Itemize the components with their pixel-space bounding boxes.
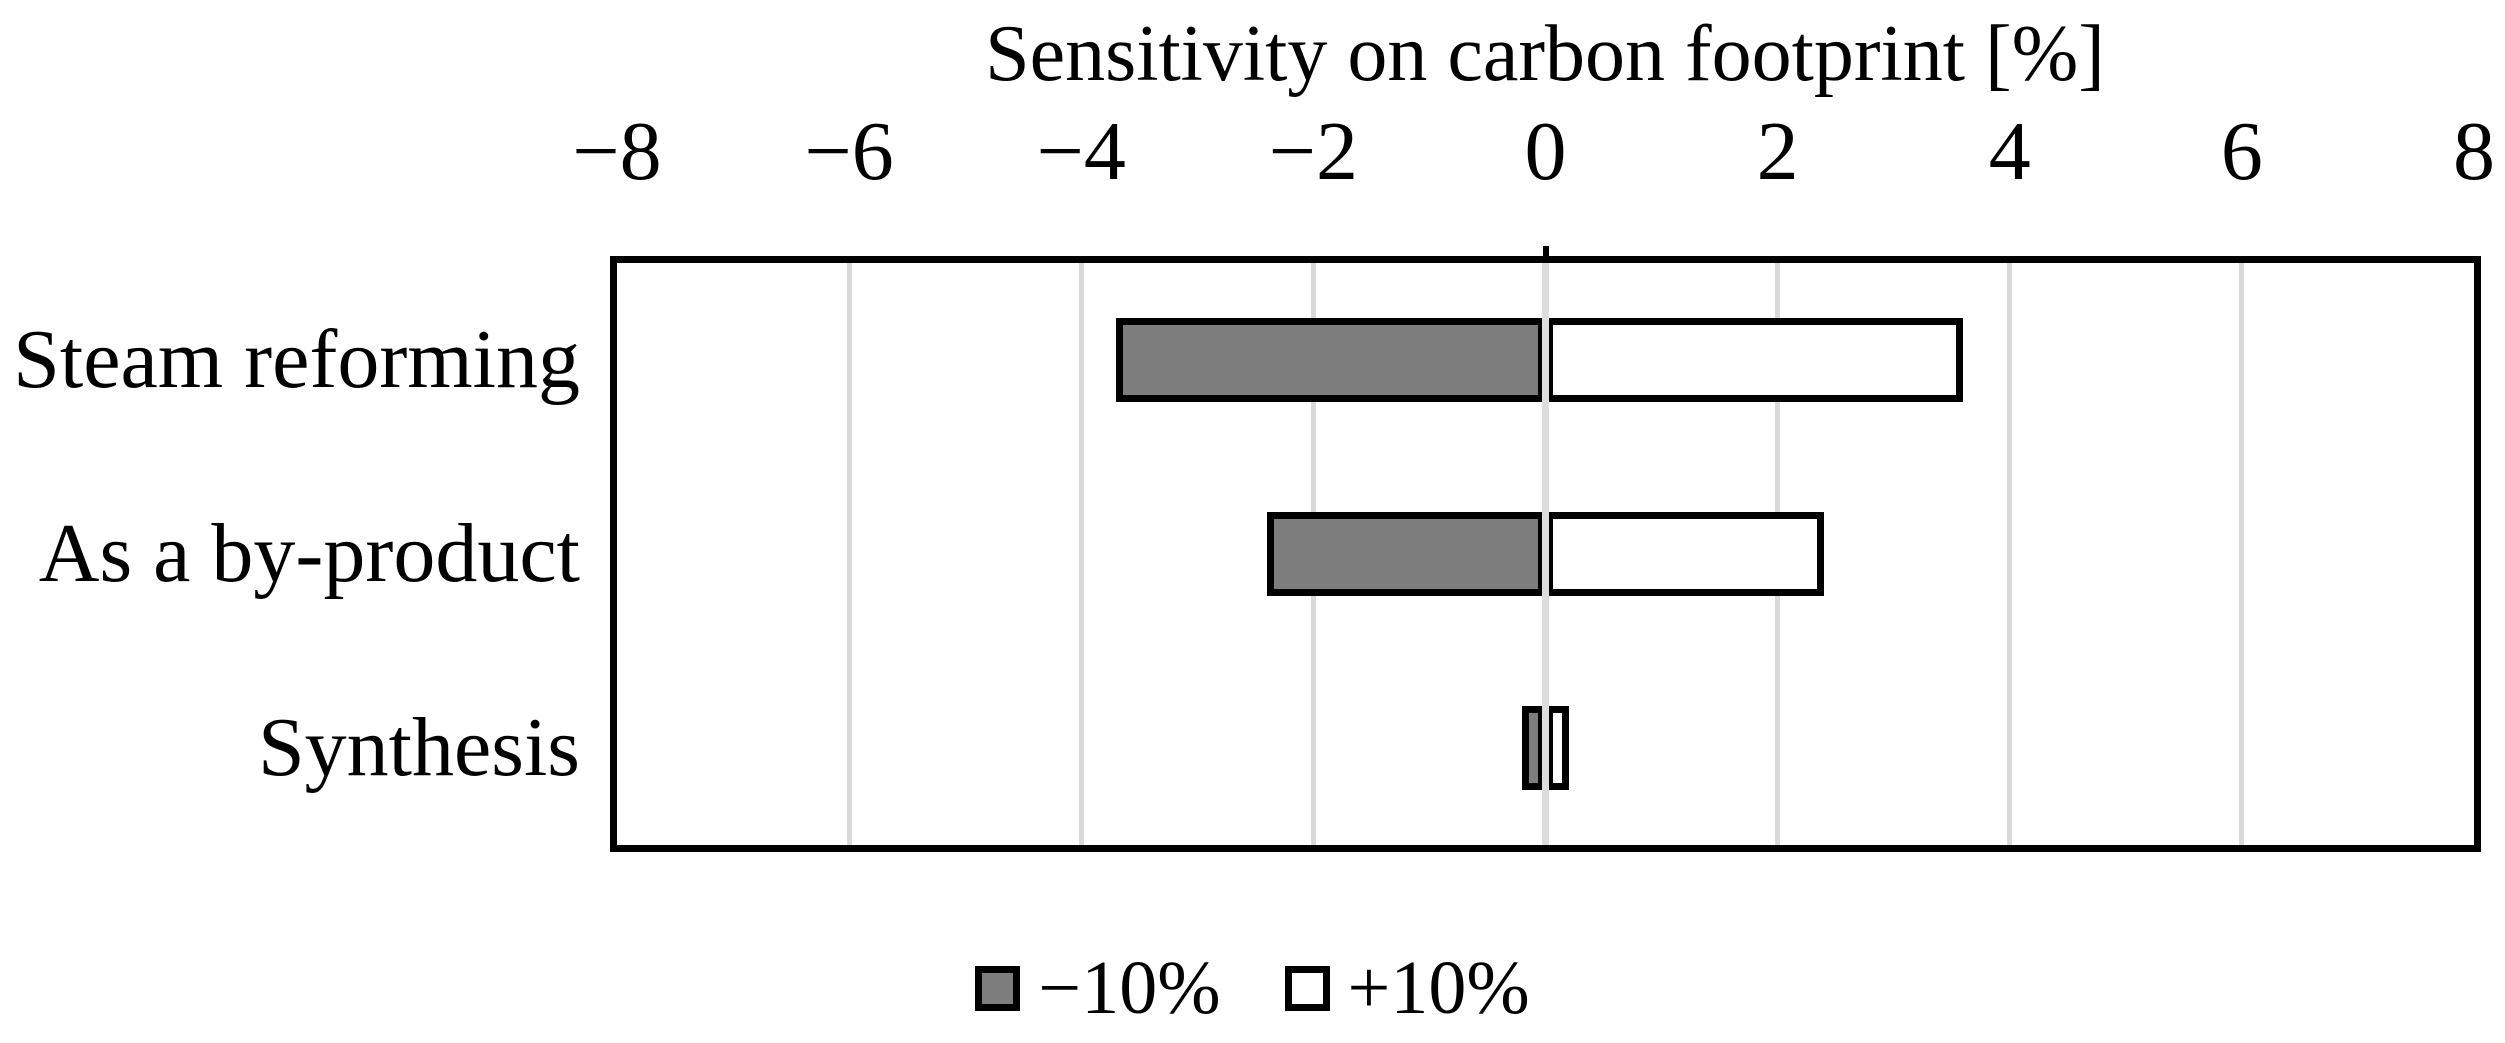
x-axis-tick-label: 8 [2453,105,2495,198]
x-axis-tick-label: −4 [1036,105,1126,198]
legend-label: +10% [1347,946,1530,1030]
bar-10-steam-reforming [1116,318,1546,402]
category-label-as-a-by-product: As a by-product [38,507,580,600]
category-label-synthesis: Synthesis [257,701,580,794]
legend: −10% +10% [0,950,2505,1026]
bar-10-synthesis [1522,706,1546,790]
gridline [2239,263,2245,845]
x-axis-tick-label: −8 [572,105,662,198]
x-axis-tick-label: 0 [1524,105,1567,198]
bar-10-synthesis [1545,706,1569,790]
plot-area [610,256,2481,852]
x-axis-tick-label: 6 [2220,105,2263,198]
legend-swatch-10 [975,965,1021,1011]
x-axis-tick-label: 4 [1988,105,2031,198]
x-axis-tick-label: −2 [1268,105,1359,198]
bar-10-as-a-by-product [1545,512,1825,596]
x-axis-tick-label: 2 [1756,105,1799,198]
legend-item-10: −10% [975,946,1221,1030]
x-axis-tick-label: −6 [804,105,894,198]
zero-axis-line [1542,263,1549,845]
bar-10-as-a-by-product [1266,512,1546,596]
legend-item-10: +10% [1284,946,1530,1030]
gridline [846,263,852,845]
gridline [2007,263,2013,845]
zero-tick-mark [1542,246,1549,256]
legend-label: −10% [1038,946,1221,1030]
chart-title: Sensitivity on carbon footprint [%] [985,10,2105,98]
bar-10-steam-reforming [1545,318,1964,402]
category-label-steam-reforming: Steam reforming [13,313,580,406]
gridline [1078,263,1084,845]
legend-swatch-10 [1284,965,1330,1011]
